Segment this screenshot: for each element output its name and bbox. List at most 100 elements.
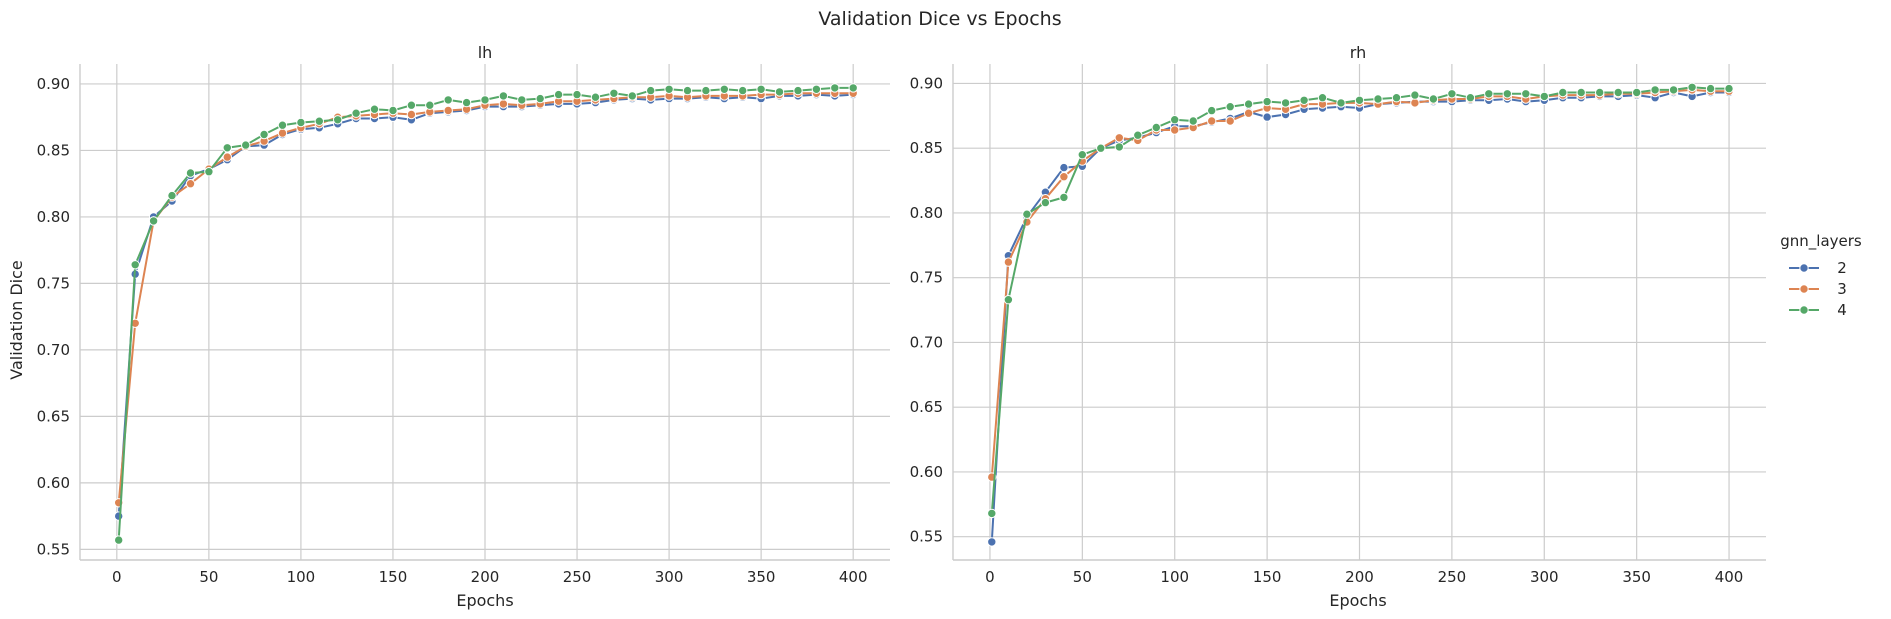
ticks-rh: 0 50 100 150 200 250 300 350 400 0.55 0.60 0.65 0.70… [910, 74, 1744, 586]
x-tick-label: 400 [1715, 568, 1744, 586]
x-tick-label: 350 [1622, 568, 1651, 586]
data-point [406, 100, 417, 110]
data-point [259, 129, 269, 140]
series-rh [987, 82, 1734, 547]
data-point [811, 84, 822, 95]
data-point [1040, 197, 1051, 208]
y-tick-label: 0.75 [910, 269, 943, 287]
data-point [148, 216, 159, 226]
y-tick-label: 0.65 [37, 407, 70, 425]
data-point [848, 83, 858, 93]
x-tick-label: 100 [287, 568, 316, 586]
data-point [1225, 102, 1235, 112]
data-point [1077, 150, 1088, 160]
data-point [114, 511, 124, 521]
axes-rh [952, 64, 1766, 561]
data-point [664, 84, 674, 95]
data-point [130, 260, 140, 270]
data-point [498, 91, 509, 101]
x-tick-label: 250 [1438, 568, 1467, 586]
data-point [682, 85, 693, 96]
data-point [222, 152, 233, 162]
data-point [1724, 83, 1734, 94]
data-point [241, 140, 251, 150]
panel-title-rh: rh [1350, 43, 1366, 62]
data-point [517, 95, 527, 105]
data-point [443, 95, 453, 105]
legend-entry-4: 4 [1789, 301, 1847, 319]
data-point [987, 508, 997, 519]
x-axis-label-rh: Epochs [1329, 591, 1386, 610]
data-point [167, 190, 177, 201]
data-point [1059, 162, 1069, 173]
data-point [1521, 89, 1531, 99]
data-point [369, 104, 380, 114]
data-point [277, 120, 288, 130]
x-tick-label: 200 [1345, 568, 1374, 586]
data-point [1225, 116, 1235, 126]
data-point [738, 85, 748, 96]
data-point [1059, 192, 1069, 203]
data-point [1687, 82, 1697, 93]
legend-entry-3: 3 [1789, 280, 1847, 298]
y-tick-label: 0.75 [37, 274, 70, 292]
x-tick-label: 250 [563, 568, 592, 586]
data-point [222, 143, 233, 153]
y-tick-label: 0.70 [910, 333, 943, 351]
panel-rh: rh 0 50 100 150 200 250 300 350 4000.550.600.650… [910, 43, 1766, 610]
data-point [1207, 116, 1217, 126]
x-tick-label: 0 [985, 568, 995, 586]
data-point [351, 108, 361, 118]
data-point [1539, 91, 1550, 102]
data-point [590, 92, 601, 102]
data-point [1613, 87, 1623, 98]
legend: gnn_layers 2 3 4 [1780, 232, 1862, 319]
data-point [1096, 143, 1106, 153]
data-point [1151, 122, 1162, 133]
x-tick-label: 200 [471, 568, 500, 586]
data-point [1502, 89, 1513, 99]
data-point [1465, 93, 1476, 103]
data-point [425, 100, 435, 110]
data-point [1003, 257, 1014, 267]
data-point [1317, 93, 1328, 103]
gridlines-lh [80, 64, 890, 560]
data-point [1243, 99, 1254, 109]
data-point [296, 117, 306, 128]
data-point [1114, 133, 1125, 143]
figure-title: Validation Dice vs Epochs [818, 8, 1061, 30]
series-rh-2 [987, 87, 1734, 547]
y-tick-label: 0.70 [37, 341, 70, 359]
data-point [1170, 115, 1180, 125]
data-point [480, 95, 490, 105]
data-point [1410, 90, 1420, 100]
data-point [1059, 172, 1069, 182]
y-tick-label: 0.90 [910, 74, 943, 92]
data-point [1668, 85, 1679, 95]
y-tick-label: 0.60 [37, 474, 70, 492]
series-lh [114, 83, 858, 545]
y-tick-label: 0.90 [37, 75, 70, 93]
data-point [333, 115, 343, 125]
data-point [1133, 130, 1143, 140]
x-tick-label: 50 [1073, 568, 1092, 586]
series-lh-4 [114, 83, 858, 545]
panel-title-lh: lh [478, 43, 493, 62]
data-point [461, 97, 472, 108]
data-point [719, 84, 729, 95]
data-point [572, 89, 582, 100]
x-tick-label: 300 [1530, 568, 1559, 586]
data-point [1336, 98, 1346, 108]
legend-title: gnn_layers [1780, 232, 1862, 251]
y-tick-label: 0.80 [37, 208, 70, 226]
data-point [388, 105, 398, 116]
legend-marker [1799, 284, 1809, 294]
gridlines-rh [953, 64, 1766, 560]
data-point [1243, 108, 1254, 118]
x-tick-label: 150 [1253, 568, 1282, 586]
data-point [498, 99, 509, 109]
x-tick-label: 400 [839, 568, 868, 586]
data-point [204, 167, 214, 177]
y-tick-label: 0.85 [910, 139, 943, 157]
series-rh-4 [987, 82, 1734, 519]
